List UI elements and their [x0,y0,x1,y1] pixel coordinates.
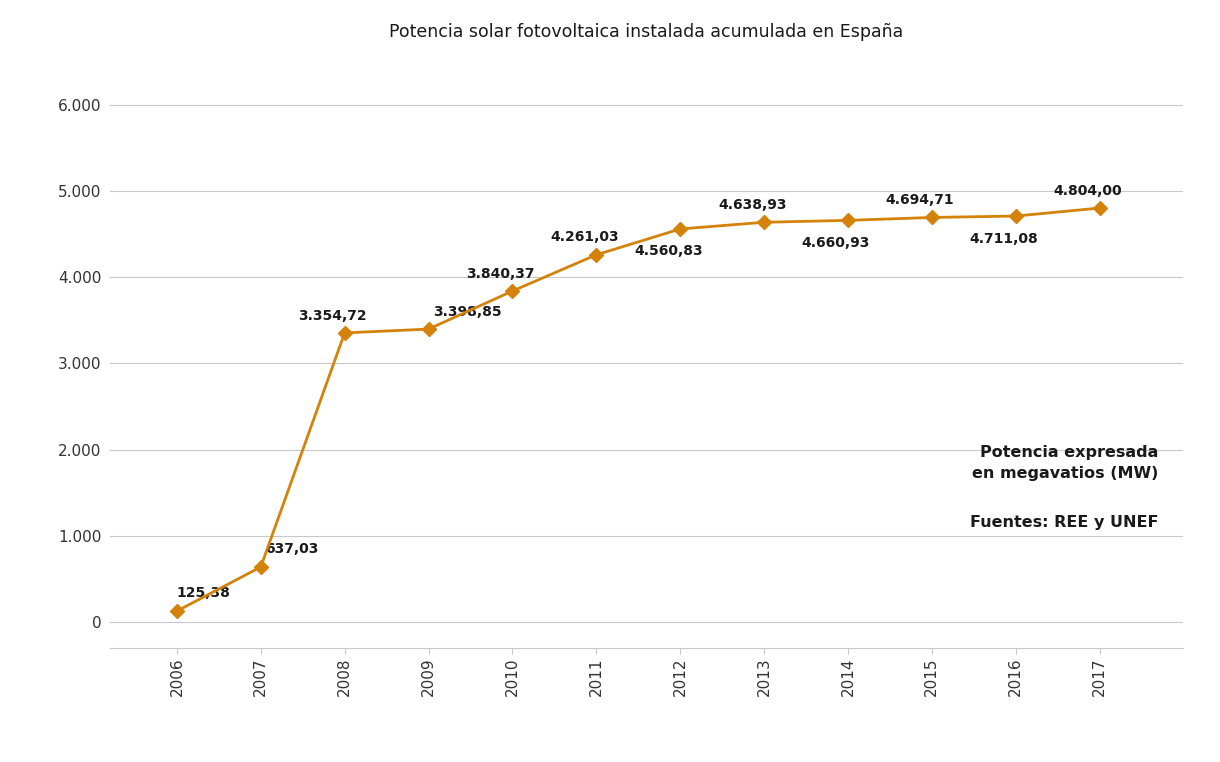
Text: 4.711,08: 4.711,08 [970,232,1038,245]
Text: 4.261,03: 4.261,03 [550,230,619,245]
Text: Fuentes: REE y UNEF: Fuentes: REE y UNEF [970,515,1158,530]
Text: 4.804,00: 4.804,00 [1053,184,1122,197]
Text: 3.398,85: 3.398,85 [433,305,501,319]
Text: 3.840,37: 3.840,37 [466,267,534,280]
Text: 4.560,83: 4.560,83 [634,245,703,258]
Text: 637,03: 637,03 [265,542,318,555]
Title: Potencia solar fotovoltaica instalada acumulada en España: Potencia solar fotovoltaica instalada ac… [389,23,904,40]
Text: 4.660,93: 4.660,93 [802,236,870,250]
Text: 4.694,71: 4.694,71 [886,193,954,207]
Text: Potencia expresada
en megavatios (MW): Potencia expresada en megavatios (MW) [972,444,1158,481]
Text: 3.354,72: 3.354,72 [299,309,367,322]
Text: 4.638,93: 4.638,93 [717,198,787,212]
Text: 125,38: 125,38 [177,586,231,600]
